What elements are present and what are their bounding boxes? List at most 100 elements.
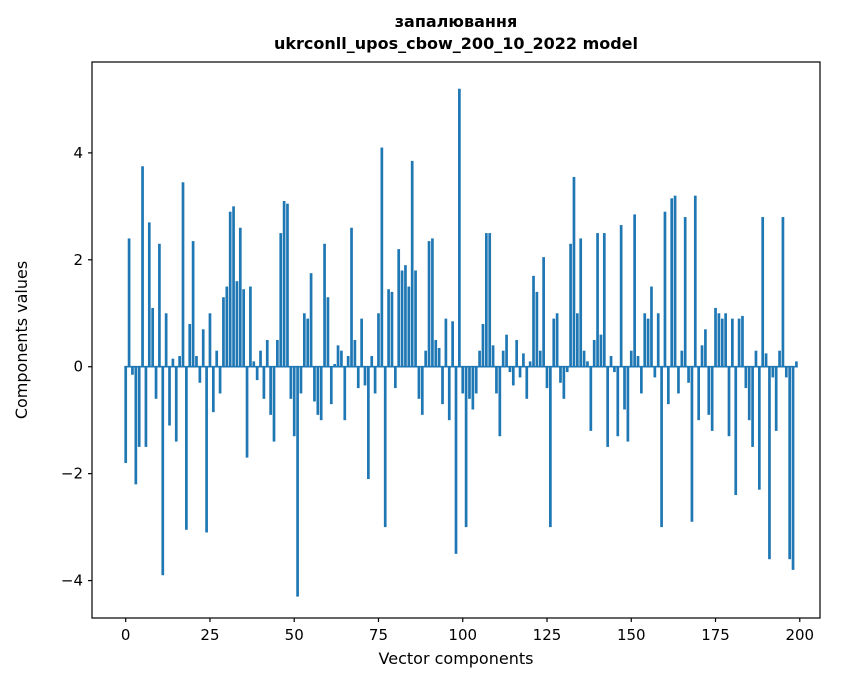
bar <box>289 366 293 399</box>
bar <box>205 366 208 533</box>
bar <box>596 233 599 367</box>
bar <box>255 366 259 381</box>
bar <box>222 297 225 367</box>
bar <box>589 366 593 431</box>
bar <box>431 238 434 367</box>
bar <box>768 366 771 560</box>
bar <box>646 318 650 367</box>
bar <box>185 366 188 530</box>
bar <box>282 201 286 367</box>
bar <box>643 313 647 367</box>
bar <box>771 366 775 378</box>
bar <box>636 356 640 367</box>
bar <box>420 366 424 415</box>
bar <box>168 366 171 426</box>
bar <box>710 366 714 431</box>
bar <box>700 345 704 367</box>
bar <box>542 257 545 367</box>
bar <box>522 353 525 367</box>
bar <box>299 366 303 394</box>
bar <box>774 366 778 431</box>
bar <box>754 350 758 367</box>
bar <box>549 366 552 528</box>
bar <box>737 318 741 367</box>
bar <box>501 350 505 367</box>
bar <box>343 366 347 421</box>
bar <box>619 225 623 367</box>
chart-title: запалювання <box>395 12 518 31</box>
bar <box>575 313 579 367</box>
bar <box>188 323 192 367</box>
bar <box>377 313 380 367</box>
bar <box>151 307 155 367</box>
bar <box>309 273 313 367</box>
bar <box>741 315 744 367</box>
bar <box>491 345 495 367</box>
bar <box>545 366 549 389</box>
bar <box>592 340 596 367</box>
bar <box>400 270 404 367</box>
bar <box>178 356 181 367</box>
bar <box>518 366 522 378</box>
bar <box>535 291 539 367</box>
bar <box>495 366 498 394</box>
bar <box>350 227 353 367</box>
bar <box>127 238 131 367</box>
bar <box>417 366 421 399</box>
bar <box>781 217 785 367</box>
bar <box>693 195 697 367</box>
bar <box>427 241 431 367</box>
bar <box>666 366 670 405</box>
bar <box>296 366 299 597</box>
x-tick-label: 0 <box>121 626 131 644</box>
bar <box>390 291 394 367</box>
bar <box>511 366 515 386</box>
bar <box>232 206 235 367</box>
bar <box>370 356 374 367</box>
bar <box>404 265 407 367</box>
bar <box>242 289 246 367</box>
bar <box>373 366 377 394</box>
bar <box>367 366 370 479</box>
bar <box>276 340 279 367</box>
x-ticks-group: 0 25 50 75 100 125 150 175 200 <box>121 618 814 644</box>
bar <box>468 366 471 399</box>
bar <box>464 366 468 528</box>
bar <box>319 366 323 421</box>
bar <box>144 366 148 447</box>
y-tick-label: −4 <box>61 572 83 590</box>
bar <box>198 366 202 383</box>
bar <box>687 366 690 383</box>
bar <box>211 366 215 413</box>
bar <box>555 313 559 367</box>
bar <box>316 366 320 415</box>
bar <box>201 329 205 367</box>
bar <box>410 160 414 367</box>
bar <box>306 318 310 367</box>
bar <box>302 313 306 367</box>
bar <box>640 366 643 394</box>
bar <box>498 366 502 437</box>
bar <box>474 366 478 394</box>
bar <box>353 340 357 367</box>
bar <box>784 366 788 378</box>
y-tick-label: −2 <box>61 465 83 483</box>
bar <box>195 356 198 367</box>
bar <box>292 366 296 437</box>
bar <box>525 366 529 399</box>
bar <box>582 350 586 367</box>
bar <box>680 350 684 367</box>
bar <box>360 318 363 367</box>
bar <box>134 366 138 485</box>
bar <box>663 211 667 367</box>
bar <box>609 356 613 367</box>
bar <box>559 366 562 383</box>
bar <box>262 366 266 399</box>
bar <box>131 366 134 375</box>
bar <box>346 356 350 367</box>
chart-subtitle: ukrconll_upos_cbow_200_10_2022 model <box>274 34 638 53</box>
bar <box>747 366 751 421</box>
bar <box>147 222 151 367</box>
bar <box>437 348 441 367</box>
